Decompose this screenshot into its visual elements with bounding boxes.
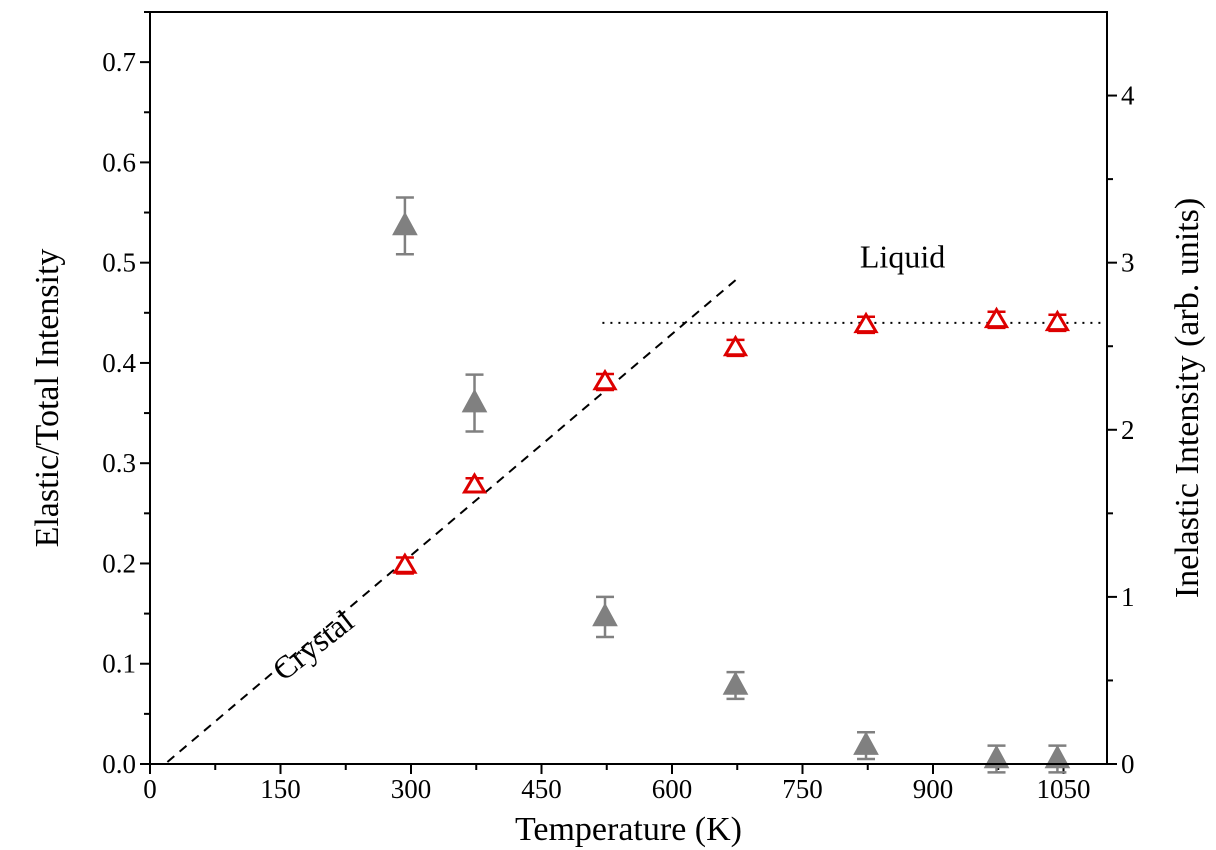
y-right-tick-label: 0 xyxy=(1121,749,1135,779)
inelastic-point xyxy=(461,388,488,413)
inelastic-point xyxy=(983,744,1010,769)
elastic-point xyxy=(461,472,488,494)
y-left-tick-label: 0.1 xyxy=(102,649,136,679)
y-left-tick-label: 0.3 xyxy=(102,448,136,478)
x-tick-label: 0 xyxy=(143,774,157,804)
plot-frame xyxy=(149,11,1108,765)
elastic-point xyxy=(1044,309,1071,332)
y-right-tick-label: 2 xyxy=(1121,415,1135,445)
annotation-crystal: Crystal xyxy=(265,602,360,687)
inelastic-series xyxy=(392,196,1071,774)
inelastic-point xyxy=(592,602,618,627)
x-tick-label: 450 xyxy=(521,774,562,804)
guide-lines xyxy=(166,277,1107,763)
y-right-tick-label: 3 xyxy=(1121,248,1135,278)
inelastic-point xyxy=(722,671,749,695)
x-tick-label: 1050 xyxy=(1037,774,1091,804)
y-left-tick-label: 0.7 xyxy=(102,47,136,77)
elastic-point xyxy=(983,306,1010,329)
y-left-tick-label: 0.6 xyxy=(102,147,136,177)
inelastic-point xyxy=(1044,744,1071,769)
elastic-point xyxy=(722,334,749,357)
elastic-point xyxy=(392,552,418,574)
y-left-tick-label: 0.5 xyxy=(102,248,136,278)
y-right-tick-label: 1 xyxy=(1121,582,1135,612)
y-left-tick-label: 0.2 xyxy=(102,548,136,578)
x-tick-label: 750 xyxy=(782,774,823,804)
elastic-point xyxy=(592,368,618,391)
x-tick-label: 300 xyxy=(391,774,432,804)
y-right-tick-label: 4 xyxy=(1121,81,1135,111)
x-tick-label: 900 xyxy=(913,774,954,804)
elastic-ratio-series xyxy=(392,306,1071,575)
y-axis-left-title: Elastic/Total Intensity xyxy=(29,249,66,548)
y-left-tick-label: 0.4 xyxy=(102,348,136,378)
inelastic-point xyxy=(392,211,418,236)
x-axis-title: Temperature (K) xyxy=(515,811,742,848)
dashed-guide-line xyxy=(166,277,738,763)
elastic-point xyxy=(853,311,879,334)
x-tick-label: 600 xyxy=(652,774,693,804)
inelastic-point xyxy=(853,731,879,755)
y-left-tick-label: 0.0 xyxy=(102,749,136,779)
annotation-liquid: Liquid xyxy=(860,239,945,275)
y-axis-right-title: Inelastic Intensity (arb. units) xyxy=(1169,198,1206,598)
tick-labels: 0 150 300 450 600 750 900 1050 0.0 0.1 0.2 0.3 0.4 0.… xyxy=(102,47,1135,804)
x-tick-label: 150 xyxy=(260,774,301,804)
